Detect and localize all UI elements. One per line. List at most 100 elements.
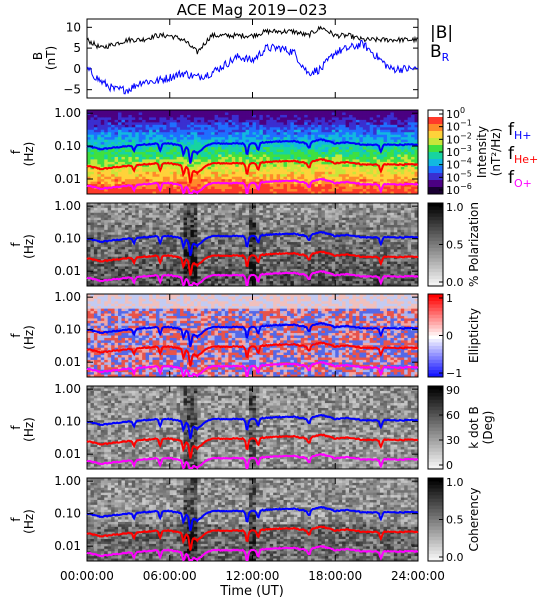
heatmap-cell (314, 124, 319, 128)
heatmap-cell (411, 137, 415, 141)
heatmap-cell (193, 169, 198, 173)
heatmap-cell (218, 132, 222, 136)
heatmap-cell (142, 191, 147, 195)
heatmap-cell (87, 122, 91, 126)
heatmap-cell (121, 227, 126, 231)
heatmap-cell (245, 207, 250, 211)
heatmap-cell (300, 144, 305, 148)
heatmap-cell (111, 273, 115, 277)
heatmap-cell (135, 242, 140, 245)
heatmap-cell (224, 203, 229, 206)
heatmap-cell (90, 191, 95, 195)
heatmap-cell (204, 227, 209, 231)
heatmap-cell (386, 164, 391, 168)
heatmap-cell (342, 166, 346, 170)
heatmap-cell (342, 119, 346, 123)
heatmap-cell (342, 152, 346, 155)
heatmap-cell (128, 142, 133, 145)
y-axis-label: B (31, 52, 45, 60)
heatmap-cell (273, 156, 278, 160)
heatmap-cell (207, 179, 212, 183)
heatmap-cell (231, 176, 236, 180)
heatmap-cell (276, 154, 281, 158)
heatmap-cell (245, 132, 250, 136)
heatmap-cell (93, 237, 98, 241)
heatmap-cell (224, 224, 229, 228)
heatmap-cell (186, 124, 191, 128)
heatmap-cell (193, 276, 198, 280)
heatmap-cell (328, 166, 333, 170)
heatmap-cell (159, 271, 164, 275)
heatmap-cell (228, 176, 233, 180)
heatmap-cell (149, 137, 153, 141)
heatmap-cell (369, 154, 374, 158)
heatmap-cell (111, 203, 115, 206)
heatmap-cell (238, 281, 243, 284)
heatmap-cell (142, 256, 147, 260)
heatmap-cell (204, 110, 209, 113)
heatmap-cell (218, 154, 222, 158)
heatmap-cell (107, 119, 112, 123)
heatmap-cell (311, 132, 315, 136)
heatmap-cell (107, 220, 112, 223)
heatmap-cell (111, 234, 115, 238)
heatmap-cell (324, 114, 329, 118)
heatmap-cell (331, 127, 336, 131)
heatmap-cell (93, 159, 98, 163)
heatmap-cell (138, 166, 143, 170)
heatmap-cell (107, 283, 112, 287)
heatmap-cell (200, 266, 205, 270)
heatmap-cell (169, 215, 174, 219)
heatmap-cell (373, 144, 378, 148)
heatmap-cell (159, 264, 164, 267)
heatmap-cell (276, 117, 281, 121)
heatmap-cell (349, 189, 353, 192)
heatmap-cell (169, 164, 174, 168)
heatmap-cell (352, 110, 357, 113)
heatmap-cell (345, 191, 350, 195)
heatmap-cell (349, 154, 353, 158)
heatmap-cell (97, 112, 102, 116)
heatmap-cell (104, 229, 109, 233)
heatmap-cell (87, 232, 91, 236)
heatmap-cell (228, 205, 233, 209)
heatmap-cell (180, 154, 184, 158)
heatmap-cell (190, 129, 195, 133)
heatmap-cell (276, 161, 281, 165)
heatmap-cell (155, 259, 160, 262)
heatmap-cell (345, 166, 350, 170)
heatmap-cell (276, 114, 281, 118)
heatmap-cell (211, 207, 215, 211)
heatmap-cell (376, 169, 381, 173)
heatmap-cell (114, 224, 119, 228)
heatmap-cell (114, 119, 119, 123)
heatmap-cell (183, 137, 188, 141)
heatmap-cell (255, 137, 260, 141)
heatmap-cell (149, 210, 153, 214)
heatmap-cell (380, 159, 384, 163)
heatmap-cell (173, 212, 178, 216)
heatmap-cell (138, 132, 143, 136)
heatmap-cell (190, 210, 195, 214)
heatmap-cell (104, 261, 109, 265)
heatmap-cell (266, 186, 271, 190)
heatmap-cell (304, 110, 309, 113)
heatmap-cell (145, 132, 150, 136)
heatmap-cell (369, 122, 374, 126)
heatmap-cell (124, 171, 129, 175)
heatmap-cell (273, 154, 278, 158)
heatmap-cell (249, 217, 253, 221)
heatmap-cell (118, 266, 122, 270)
heatmap-cell (169, 179, 174, 183)
heatmap-cell (207, 129, 212, 133)
heatmap-cell (180, 207, 184, 211)
heatmap-cell (249, 215, 253, 219)
heatmap-cell (200, 249, 205, 253)
heatmap-cell (166, 164, 171, 168)
heatmap-cell (228, 278, 233, 282)
heatmap-cell (162, 117, 167, 121)
heatmap-cell (159, 159, 164, 163)
heatmap-cell (200, 271, 205, 275)
heatmap-cell (142, 232, 147, 236)
heatmap-cell (104, 244, 109, 248)
